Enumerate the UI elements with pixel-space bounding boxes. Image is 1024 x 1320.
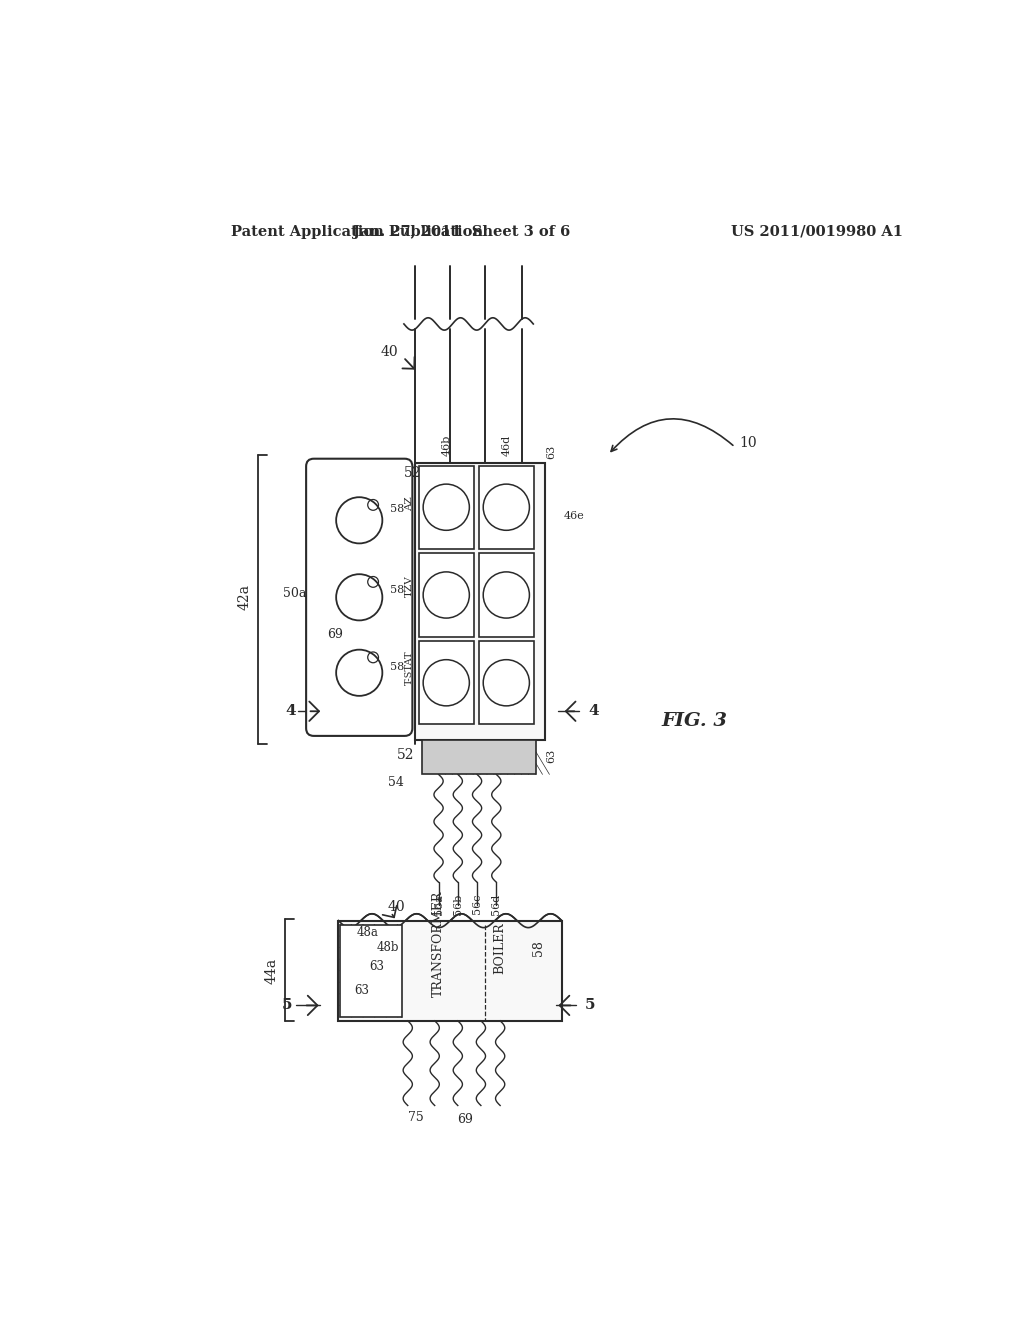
Bar [419,642,474,725]
Text: 42a: 42a [238,585,252,610]
Text: 48a: 48a [356,925,378,939]
Bar [422,739,536,775]
Text: 52: 52 [403,466,422,479]
Text: TZV: TZV [404,576,414,597]
Text: 58: 58 [532,940,545,956]
Text: 69: 69 [458,1113,473,1126]
Text: TRANSFORMER: TRANSFORMER [432,891,445,997]
Text: 48b: 48b [377,941,399,954]
Text: 63: 63 [354,983,369,997]
Text: 69: 69 [327,628,343,640]
Text: 63: 63 [370,961,384,973]
Text: 56c: 56c [472,894,482,915]
Text: 46a: 46a [441,748,452,770]
Text: 40: 40 [381,346,398,359]
Text: 4: 4 [589,705,599,718]
Text: 58: 58 [390,585,403,594]
Text: 46c: 46c [502,748,511,770]
Text: 5: 5 [282,998,292,1012]
Bar [416,462,545,739]
Text: FIG. 3: FIG. 3 [662,711,728,730]
Text: 5: 5 [585,998,595,1012]
Text: 56d: 56d [492,894,502,915]
FancyBboxPatch shape [306,459,413,737]
Text: 46d: 46d [502,436,511,457]
Text: AZ: AZ [404,496,414,511]
Text: 63: 63 [546,445,556,459]
Text: Jan. 27, 2011  Sheet 3 of 6: Jan. 27, 2011 Sheet 3 of 6 [353,224,570,239]
Bar [340,924,401,1016]
Text: 46e: 46e [564,511,585,521]
Text: BOILER: BOILER [494,921,507,974]
Text: 44a: 44a [264,958,279,983]
Text: 75: 75 [408,1110,423,1123]
Text: 58: 58 [390,504,403,513]
Text: 10: 10 [739,437,757,450]
Bar [478,466,535,549]
Text: 4: 4 [286,705,296,718]
Text: 54: 54 [388,776,403,788]
Bar [478,553,535,636]
Text: 52: 52 [396,748,414,762]
Bar [478,642,535,725]
Text: 56b: 56b [453,894,463,915]
Text: US 2011/0019980 A1: US 2011/0019980 A1 [731,224,903,239]
Text: T-STAT: T-STAT [404,651,414,685]
Text: 58: 58 [390,661,403,672]
Text: 56a: 56a [433,894,443,915]
Text: 40: 40 [388,900,406,913]
Bar [339,921,562,1020]
Text: 63: 63 [546,748,556,763]
Bar [419,553,474,636]
Text: 50a: 50a [283,587,306,601]
Bar [419,466,474,549]
Text: Patent Application Publication: Patent Application Publication [230,224,482,239]
Text: 46b: 46b [441,436,452,457]
